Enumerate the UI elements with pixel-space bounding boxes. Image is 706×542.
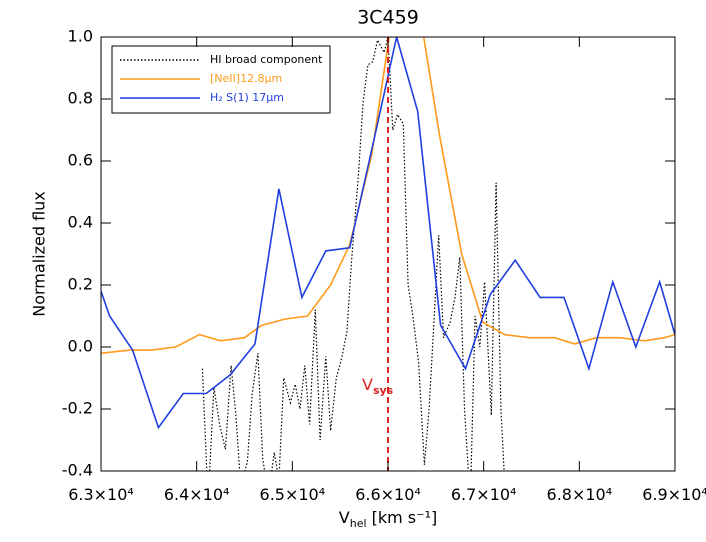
x-tick-label: 6.6×10⁴ [355,485,421,504]
series-line [101,37,675,354]
legend-label: HI broad component [210,53,323,66]
x-tick-label: 6.5×10⁴ [260,485,326,504]
y-tick-label: 0.4 [68,213,93,232]
x-axis-label-main: V [339,508,350,527]
y-tick-label: 0.0 [68,337,93,356]
x-axis-label: Vhel [km s⁻¹] [339,508,437,530]
vsys-label-main: V [362,375,373,394]
vsys-label-sub: sys [373,384,394,397]
y-tick-label: -0.2 [62,399,93,418]
plot-area [101,37,675,471]
x-axis-label-rest: [km s⁻¹] [367,508,438,527]
x-tick-label: 6.7×10⁴ [451,485,517,504]
legend-label: H₂ S(1) 17μm [210,91,284,104]
legend: HI broad component [NeII]12.8μm H₂ S(1) 17… [111,45,331,114]
x-tick-label: 6.4×10⁴ [164,485,230,504]
x-tick-label: 6.3×10⁴ [68,485,134,504]
x-axis-label-sub: hel [350,517,367,530]
chart-title: 3C459 [357,7,419,29]
legend-label: [NeII]12.8μm [210,72,282,85]
series-line [201,37,505,471]
x-tick-label: 6.8×10⁴ [547,485,613,504]
y-tick-label: 0.2 [68,275,93,294]
y-tick-label: 0.6 [68,151,93,170]
y-axis-label: Normalized flux [30,191,49,317]
series-line [101,37,675,430]
x-tick-label: 6.9×10⁴ [642,485,706,504]
y-tick-label: 0.8 [68,89,93,108]
y-tick-label: 1.0 [68,27,93,46]
y-tick-label: -0.4 [62,461,93,480]
vsys-label: Vsys [362,375,394,397]
